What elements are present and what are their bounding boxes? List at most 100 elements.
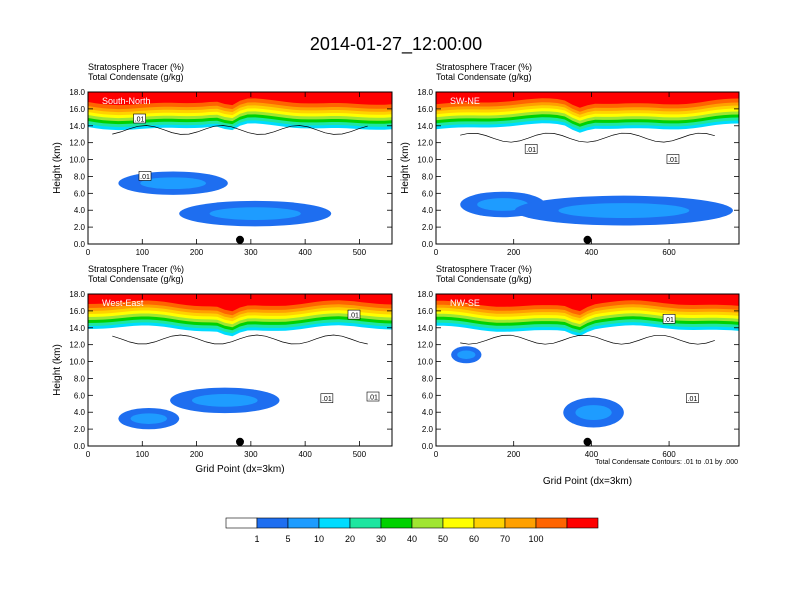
x-tick-label: 0 <box>86 450 91 459</box>
y-tick-label: 0.0 <box>422 240 434 249</box>
y-tick-label: 18.0 <box>417 88 433 97</box>
y-tick-label: 6.0 <box>422 391 434 400</box>
y-tick-label: 12.0 <box>417 341 433 350</box>
panel-title-line1: Stratosphere Tracer (%) <box>436 62 532 72</box>
figure-title: 2014-01-27_12:00:00 <box>310 34 482 55</box>
contour-label-box <box>686 393 699 404</box>
y-tick-label: 4.0 <box>74 408 86 417</box>
panel-title-line2: Total Condensate (g/kg) <box>436 72 532 82</box>
tracer-blob-inner <box>209 207 301 220</box>
x-tick-label: 400 <box>298 248 312 257</box>
condensate-contour <box>460 132 715 143</box>
y-tick-label: 4.0 <box>422 206 434 215</box>
contour-label: .01 <box>688 396 698 403</box>
condensate-contour <box>112 334 368 345</box>
contour-label-box <box>666 154 680 164</box>
stratosphere-tracer-field: .01 .01 <box>436 294 739 428</box>
y-tick-label: 12.0 <box>417 139 433 148</box>
panel-sw-ne: .01 .01 0.0 2.0 4.0 6.0 8.0 10.0 12.0 14.0 16.0 18.… <box>400 62 740 257</box>
panel-title-line2: Total Condensate (g/kg) <box>88 274 184 284</box>
panel-title-line2: Total Condensate (g/kg) <box>88 72 184 82</box>
y-tick-label: 10.0 <box>69 358 85 367</box>
colorbar-swatch <box>349 517 382 529</box>
condensate-contour <box>460 334 715 345</box>
colorbar-swatch <box>566 517 599 529</box>
y-tick-label: 8.0 <box>422 374 434 383</box>
y-tick-label: 8.0 <box>74 374 86 383</box>
contour-label-box <box>138 171 152 181</box>
y-tick-label: 16.0 <box>417 105 433 114</box>
x-tick-label: 0 <box>434 248 439 257</box>
y-tick-label: 18.0 <box>69 88 85 97</box>
x-tick-label: 200 <box>190 248 204 257</box>
colorbar-swatch <box>411 517 444 529</box>
y-tick-label: 14.0 <box>69 324 85 333</box>
panel-west-east: .01 .01 .01 0.0 2.0 4.0 6.0 8.0 10.0 12.0 14.0 16.0… <box>52 264 393 475</box>
contour-label-box <box>524 144 538 154</box>
x-axis-label: Grid Point (dx=3km) <box>195 464 284 475</box>
contour-label: .01 <box>349 313 359 320</box>
contour-label-box <box>133 113 146 124</box>
x-tick-label: 400 <box>585 450 599 459</box>
x-tick-label: 500 <box>353 450 367 459</box>
y-tick-label: 6.0 <box>74 189 86 198</box>
x-tick-label: 100 <box>136 450 150 459</box>
plot-frame <box>435 91 740 245</box>
y-tick-label: 18.0 <box>417 290 433 299</box>
colorbar-swatch <box>318 517 351 529</box>
colorbar-label: 10 <box>314 534 324 544</box>
y-tick-label: 2.0 <box>422 425 434 434</box>
tracer-blob-inner <box>558 203 690 219</box>
panels: .01 .01 0.0 2.0 4.0 6.0 8.0 10.0 12.0 14.0 16.0 18.… <box>52 62 740 487</box>
colorbar-label: 50 <box>438 534 448 544</box>
contour-note: Total Condensate Contours: .01 to .01 by… <box>595 459 738 466</box>
location-marker <box>583 437 592 446</box>
y-tick-label: 14.0 <box>417 122 433 131</box>
colorbar-label: 70 <box>500 534 510 544</box>
y-tick-label: 12.0 <box>69 139 85 148</box>
plot-frame <box>435 293 740 447</box>
y-tick-label: 2.0 <box>74 223 86 232</box>
colorbar-label: 30 <box>376 534 386 544</box>
contour-label: .01 <box>664 317 674 324</box>
location-marker <box>583 235 592 244</box>
colorbar-swatch <box>473 517 506 529</box>
colorbar-label: 100 <box>528 534 543 544</box>
tracer-band <box>436 294 739 312</box>
colorbar-swatch <box>504 517 537 529</box>
x-tick-label: 0 <box>434 450 439 459</box>
panel-label: NW-SE <box>450 298 480 308</box>
y-tick-label: 8.0 <box>422 172 434 181</box>
panel-label: West-East <box>102 298 144 308</box>
location-marker <box>236 235 244 244</box>
colorbar-swatch <box>535 517 568 529</box>
y-tick-label: 16.0 <box>69 105 85 114</box>
colorbar-swatch <box>442 517 475 529</box>
tracer-band <box>88 92 392 106</box>
x-tick-label: 600 <box>662 248 676 257</box>
y-tick-label: 10.0 <box>417 358 433 367</box>
colorbar-label: 5 <box>285 534 290 544</box>
panel-label: South-North <box>102 96 151 106</box>
y-tick-label: 12.0 <box>69 341 85 350</box>
tracer-blob-inner <box>191 394 258 407</box>
x-tick-label: 500 <box>353 248 367 257</box>
colorbar-swatch <box>225 517 258 529</box>
x-tick-label: 100 <box>136 248 150 257</box>
y-tick-label: 4.0 <box>74 206 86 215</box>
y-tick-label: 14.0 <box>69 122 85 131</box>
tracer-blob-inner <box>457 350 476 360</box>
tracer-band <box>88 294 392 312</box>
contour-label: .01 <box>140 174 150 181</box>
plot-frame <box>87 293 393 447</box>
contour-label: .01 <box>668 157 678 164</box>
contour-label-box <box>347 309 361 320</box>
stratosphere-tracer-field: .01 .01 <box>88 92 392 227</box>
stratosphere-tracer-field: .01 .01 .01 <box>88 294 392 430</box>
tracer-blob-inner <box>140 177 206 190</box>
colorbar-swatch <box>287 517 320 529</box>
tracer-blob-inner <box>130 413 168 424</box>
panel-title-line1: Stratosphere Tracer (%) <box>436 264 532 274</box>
contour-label: .01 <box>526 147 536 154</box>
